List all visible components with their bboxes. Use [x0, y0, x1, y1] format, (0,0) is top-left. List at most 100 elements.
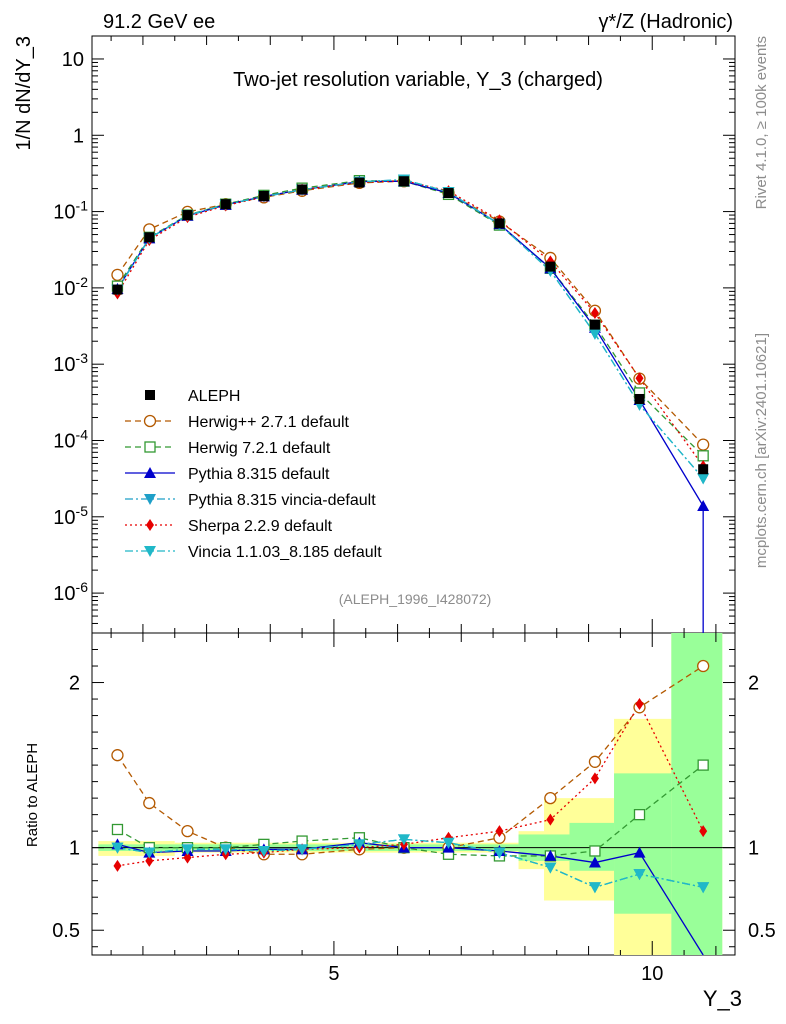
marker-main-6 — [588, 328, 601, 340]
y-tick-label: 10-6 — [53, 579, 88, 605]
y-tick-label: 10-3 — [53, 350, 88, 376]
x-tick-label: 10 — [641, 963, 663, 985]
series-line-ratio-5 — [117, 702, 704, 867]
marker-ratio-2 — [633, 808, 646, 821]
data-point — [589, 319, 600, 330]
data-point — [297, 184, 308, 195]
y-tick-exponent: -1 — [76, 198, 89, 214]
ratio-tick-label-left: 0.5 — [52, 920, 80, 942]
ratio-plot-frame — [91, 632, 736, 956]
data-point — [443, 188, 454, 199]
data-point — [634, 393, 645, 404]
legend-marker — [144, 494, 156, 505]
marker-ratio-1 — [181, 825, 194, 838]
legend-marker — [144, 441, 156, 453]
marker-ratio-5 — [113, 859, 122, 872]
x-tick-label: 5 — [328, 963, 339, 985]
marker-ratio-1 — [143, 796, 156, 810]
marker-ratio-2 — [589, 845, 601, 857]
data-point — [494, 218, 505, 229]
series-line-ratio-6 — [117, 838, 704, 888]
data-point — [220, 199, 231, 210]
marker-main-5 — [590, 307, 599, 320]
y-axis-label: 1/N dN/dY_3 — [13, 36, 35, 151]
y-tick-exponent: -3 — [76, 350, 89, 366]
legend-marker — [144, 546, 156, 557]
marker-ratio-6 — [219, 844, 232, 856]
y-tick-label: 1 — [73, 125, 84, 147]
energy-label: 91.2 GeV ee — [103, 11, 215, 33]
legend-label: Pythia 8.315 default — [188, 466, 330, 483]
legend-marker — [146, 519, 154, 531]
marker-ratio-6 — [697, 882, 710, 894]
ratio-tick-label-right: 1 — [748, 838, 759, 860]
legend-marker — [144, 467, 156, 478]
ratio-tick-label-right: 0.5 — [748, 920, 776, 942]
y-tick-exponent: -2 — [76, 274, 89, 290]
data-point — [182, 210, 193, 221]
ratio-tick-label-left: 2 — [69, 673, 80, 695]
marker-ratio-5 — [590, 772, 599, 785]
ratio-y-axis-label: Ratio to ALEPH — [24, 743, 41, 847]
ratio-tick-label-right: 2 — [748, 673, 759, 695]
series-line-main-1 — [116, 180, 704, 446]
marker-ratio-6 — [181, 844, 194, 856]
marker-ratio-5 — [546, 813, 555, 826]
marker-main-1 — [111, 268, 124, 281]
marker-ratio-5 — [495, 825, 504, 838]
y-tick-label: 10 — [62, 49, 84, 71]
series-line-main-6 — [116, 178, 704, 479]
x-axis-label: Y_3 — [703, 986, 742, 1011]
chart-title: Two-jet resolution variable, Y_3 (charge… — [233, 69, 603, 91]
legend-label: Vincia 1.1.03_8.185 default — [188, 544, 382, 561]
legend-label: Herwig++ 2.7.1 default — [188, 414, 350, 431]
marker-ratio-6 — [633, 869, 646, 881]
marker-ratio-5 — [699, 825, 708, 838]
marker-ratio-2 — [111, 823, 124, 836]
marker-ratio-5 — [145, 854, 154, 867]
mcplots-label: mcplots.cern.ch [arXiv:2401.10621] — [753, 333, 770, 568]
marker-ratio-1 — [588, 755, 602, 768]
marker-ratio-6 — [544, 862, 557, 874]
y-tick-exponent: -6 — [76, 579, 89, 595]
axes: 10-6 10-5 10-4 10-3 10-2 10-1 1 10 5 10 0.5 0.5 1 1 2 2 — [52, 35, 776, 985]
marker-ratio-6 — [143, 847, 156, 859]
marker-ratio-6 — [111, 842, 124, 854]
marker-ratio-5 — [635, 698, 644, 711]
data-point — [258, 191, 269, 202]
process-label: γ*/Z (Hadronic) — [599, 11, 733, 33]
rivet-label: Rivet 4.1.0, ≥ 100k events — [753, 36, 770, 209]
marker-ratio-1 — [544, 791, 557, 805]
marker-main-3 — [697, 499, 710, 511]
data-point — [144, 232, 155, 243]
legend-label: Pythia 8.315 vincia-default — [188, 492, 376, 509]
series-line-main-4 — [116, 178, 704, 479]
marker-ratio-3 — [588, 856, 601, 868]
marker-main-5 — [635, 372, 644, 385]
marker-main-6 — [697, 473, 710, 485]
series-line-ratio-3 — [117, 842, 704, 956]
marker-ratio-3 — [544, 849, 557, 861]
marker-ratio-5 — [183, 851, 192, 864]
analysis-id: (ALEPH_1996_I428072) — [339, 591, 492, 607]
legend-label: Herwig 7.2.1 default — [188, 440, 331, 457]
marker-main-2 — [697, 450, 709, 462]
main-lines — [111, 174, 710, 633]
ratio-lines — [92, 659, 735, 956]
marker-ratio-2 — [697, 759, 709, 771]
data-point — [398, 176, 409, 187]
marker-ratio-3 — [633, 846, 646, 858]
marker-ratio-6 — [296, 844, 309, 856]
marker-ratio-6 — [442, 837, 455, 849]
marker-main-1 — [697, 438, 710, 451]
green-band — [671, 633, 723, 955]
legend: ALEPH Herwig++ 2.7.1 default Herwig 7.2.1 … — [125, 388, 382, 561]
marker-ratio-6 — [588, 882, 601, 894]
data-point — [112, 284, 123, 295]
y-tick-exponent: -5 — [76, 503, 89, 519]
series-line-ratio-1 — [116, 665, 704, 855]
marker-ratio-6 — [257, 845, 270, 857]
legend-label: ALEPH — [188, 388, 240, 405]
ratio-tick-label-left: 1 — [69, 838, 80, 860]
